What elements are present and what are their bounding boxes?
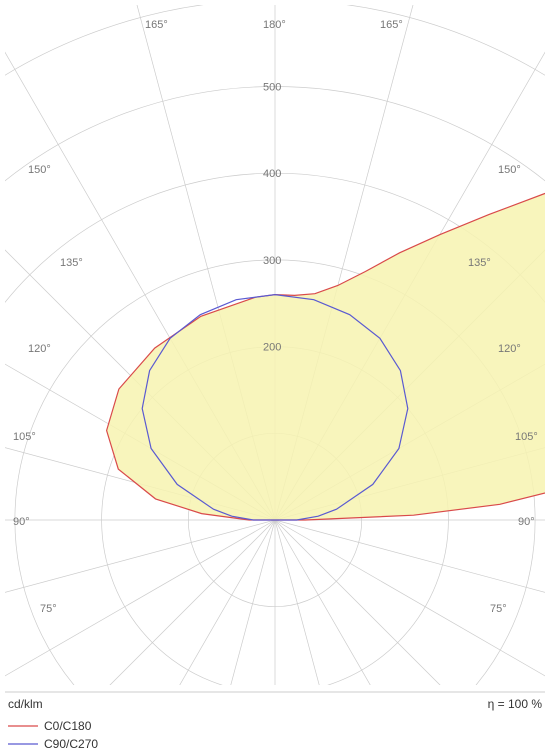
ring-label: 300 bbox=[263, 255, 281, 267]
efficiency-label: η = 100 % bbox=[488, 697, 543, 711]
unit-label: cd/klm bbox=[8, 697, 43, 711]
angle-label: 135° bbox=[468, 257, 491, 269]
angle-label: 150° bbox=[28, 164, 51, 176]
angle-label: 180° bbox=[263, 19, 286, 31]
angle-label: 150° bbox=[498, 164, 521, 176]
angle-label: 105° bbox=[515, 431, 538, 443]
angle-label: 90° bbox=[13, 516, 30, 528]
ring-label: 200 bbox=[263, 342, 281, 354]
legend-label: C90/C270 bbox=[44, 737, 98, 750]
legend-label: C0/C180 bbox=[44, 719, 92, 733]
angle-label: 165° bbox=[380, 19, 403, 31]
ring-label: 400 bbox=[263, 168, 281, 180]
angle-label: 120° bbox=[28, 343, 51, 355]
angle-label: 165° bbox=[145, 19, 168, 31]
ring-label: 500 bbox=[263, 82, 281, 94]
angle-label: 105° bbox=[13, 431, 36, 443]
angle-label: 75° bbox=[490, 603, 507, 615]
angle-label: 135° bbox=[60, 257, 83, 269]
angle-label: 75° bbox=[40, 603, 57, 615]
angle-label: 120° bbox=[498, 343, 521, 355]
angle-label: 90° bbox=[518, 516, 535, 528]
polar-chart: 200 300 400 500 75° 90° 105° 120° 135° 150° 165° 18… bbox=[0, 0, 550, 750]
